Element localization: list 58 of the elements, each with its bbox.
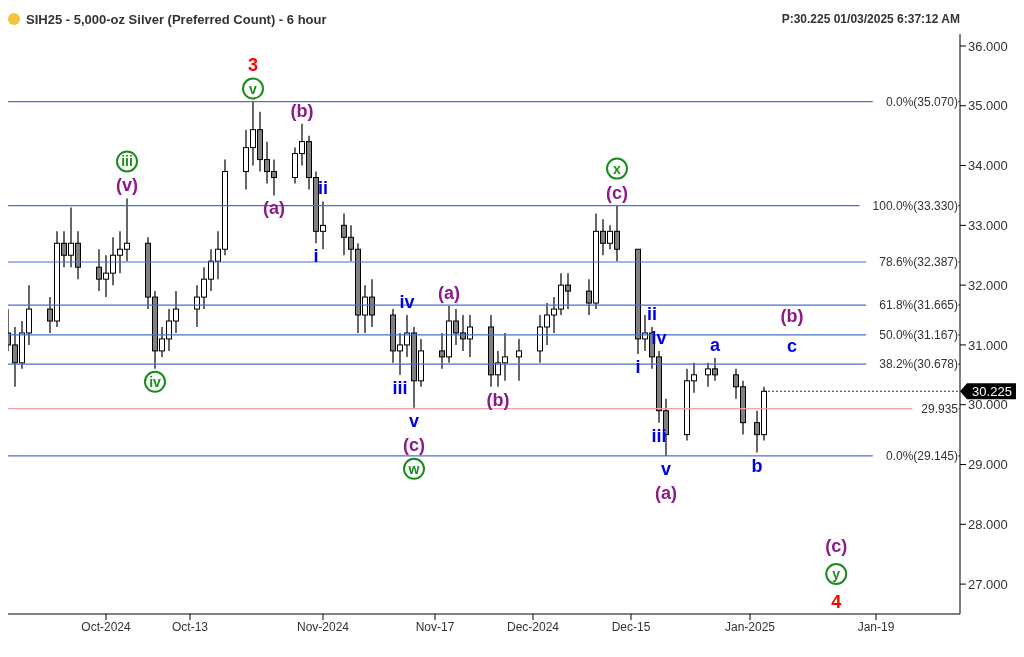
annotation: y xyxy=(832,566,841,582)
ref-line-label: 100.0%(33.330) xyxy=(872,198,958,213)
x-tick-label: Oct-13 xyxy=(171,619,209,634)
x-tick-label: Dec-15 xyxy=(611,619,651,634)
y-tick-label: 30.000 xyxy=(968,397,1008,413)
ref-line-label: 0.0%(29.145) xyxy=(885,448,958,463)
annotation: c xyxy=(786,335,798,356)
y-tick-label: 29.000 xyxy=(968,457,1008,473)
chart-title: SIH25 - 5,000-oz Silver (Preferred Count) - 6 hour xyxy=(25,11,327,27)
annotation: w xyxy=(407,460,420,477)
annotation: 30.225 xyxy=(972,383,1012,399)
annotation: v xyxy=(249,80,258,97)
y-tick-label: 33.000 xyxy=(968,217,1008,233)
ref-line-label: 38.2%(30.678) xyxy=(879,357,958,372)
y-tick-label: 35.000 xyxy=(968,98,1008,114)
chart-subtitle: P:30.225 01/03/2025 6:37:12 AM xyxy=(781,12,960,26)
annotation: (c) xyxy=(403,434,425,455)
annotation: ii xyxy=(646,303,658,324)
x-tick-label: Nov-2024 xyxy=(296,619,350,634)
annotation: i xyxy=(635,356,641,377)
annotation: (c) xyxy=(606,182,628,203)
y-tick-label: 34.000 xyxy=(968,158,1008,174)
annotation: v xyxy=(660,458,672,479)
annotation: b xyxy=(751,455,763,476)
ref-line-label: 29.935 xyxy=(921,401,959,416)
ref-line-label: 0.0%(35.070) xyxy=(885,94,958,109)
y-tick-label: 36.000 xyxy=(968,38,1008,54)
annotation: (v) xyxy=(116,175,138,196)
annotation: i xyxy=(313,246,319,267)
annotation: (a) xyxy=(655,482,677,503)
annotation: 4 xyxy=(831,592,842,612)
ref-line-label: 61.8%(31.665) xyxy=(879,298,958,313)
annotation: ii xyxy=(317,178,329,199)
x-tick-label: Jan-2025 xyxy=(724,619,776,634)
annotation: (b) xyxy=(486,389,510,410)
annotation: iii xyxy=(121,153,133,170)
x-tick-label: Jan-19 xyxy=(857,619,895,634)
annotation: (c) xyxy=(825,536,848,556)
x-tick-label: Nov-17 xyxy=(415,619,455,634)
annotation: iii xyxy=(392,377,408,398)
x-tick-label: Oct-2024 xyxy=(81,619,132,634)
y-tick-label: 32.000 xyxy=(968,277,1008,293)
annotation: 3 xyxy=(247,54,259,75)
ref-line-label: 50.0%(31.167) xyxy=(879,327,958,342)
annotation: iv xyxy=(399,292,415,313)
y-tick-label: 28.000 xyxy=(968,516,1008,532)
x-tick-label: Dec-2024 xyxy=(506,619,560,634)
candlestick xyxy=(516,338,522,382)
annotation: (a) xyxy=(438,283,460,304)
annotation: v xyxy=(408,410,420,431)
annotation: iv xyxy=(149,373,162,390)
annotation: (b) xyxy=(290,100,314,121)
ref-line-label: 78.6%(32.387) xyxy=(879,254,958,269)
y-tick-label: 27.000 xyxy=(968,576,1008,592)
y-tick-label: 31.000 xyxy=(968,337,1008,353)
annotation: x xyxy=(613,160,622,177)
annotation: a xyxy=(709,335,721,356)
annotation: (b) xyxy=(780,306,804,327)
